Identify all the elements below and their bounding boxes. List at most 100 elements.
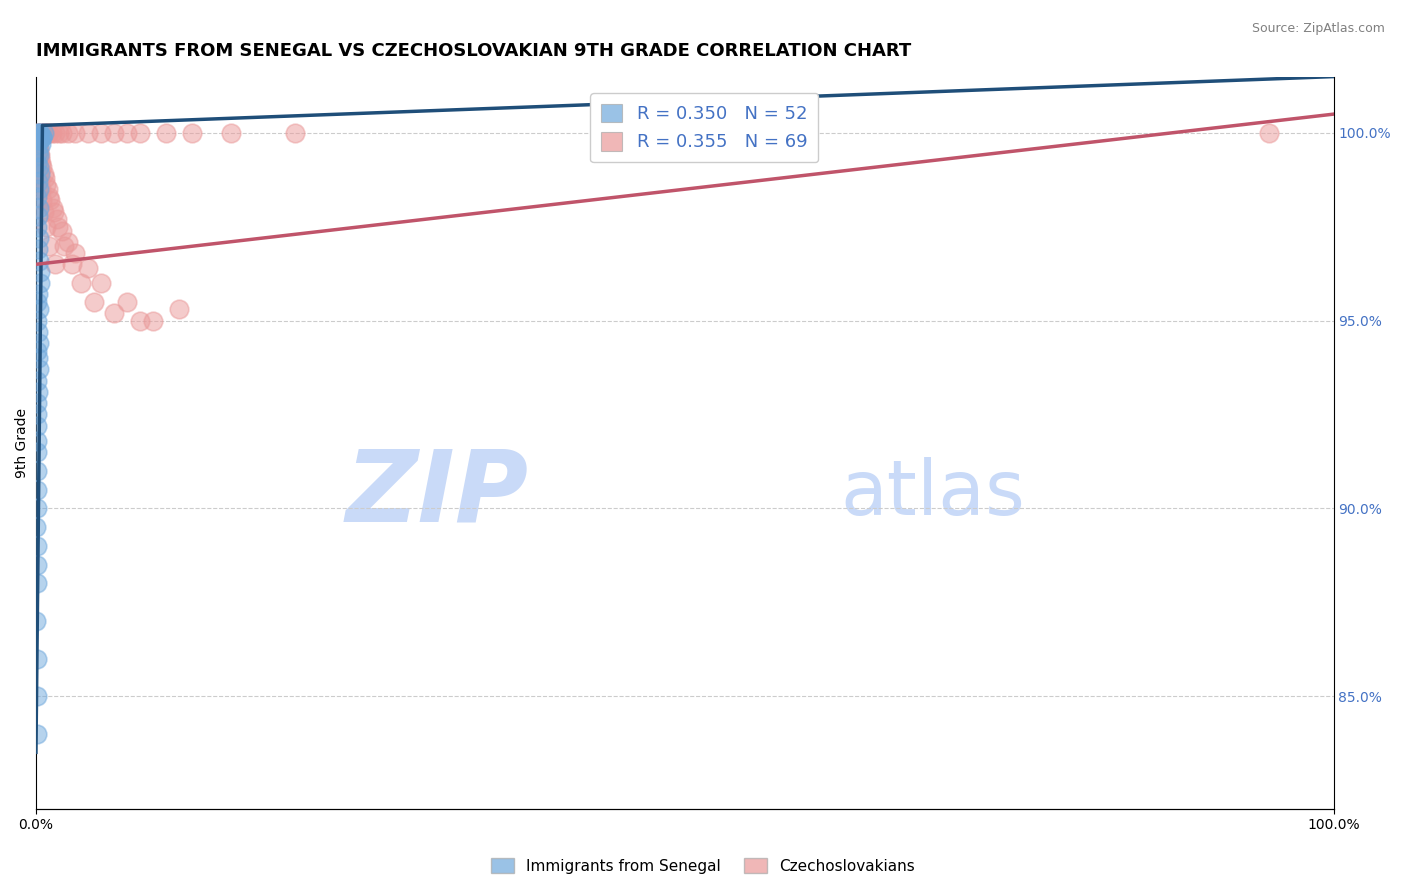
Text: ZIP: ZIP [346,445,529,542]
Point [27,287,49,301]
Point [30,156,52,170]
Point [37,126,59,140]
Point [25,464,48,478]
Point [51,223,73,237]
Point [27,336,49,351]
Point [27,175,49,189]
Point [27,201,49,215]
Point [44,126,66,140]
Point [58,235,80,249]
Point [25,294,48,309]
Point [25,539,48,553]
Point [28,265,51,279]
Point [41,126,63,140]
Point [25,133,48,147]
Point [27,141,49,155]
Point [28,126,51,140]
Point [90,126,112,140]
Point [27,302,49,317]
Point [30,152,52,166]
Point [27,126,49,140]
Point [83,294,105,309]
Point [70,276,93,290]
Point [42,204,65,219]
Text: atlas: atlas [841,457,1025,531]
Point [25,396,48,410]
Point [48,126,70,140]
Point [28,145,51,159]
Point [90,276,112,290]
Point [28,163,51,178]
Point [25,520,48,534]
Point [25,614,48,628]
Point [25,374,48,388]
Point [38,238,60,252]
Point [25,445,48,459]
Point [115,294,138,309]
Point [103,306,125,320]
Point [35,126,58,140]
Point [30,171,52,186]
Point [27,242,49,256]
Point [27,126,49,140]
Point [27,141,49,155]
Point [32,126,55,140]
Point [180,126,202,140]
Point [28,167,51,181]
Point [25,483,48,497]
Point [34,171,56,186]
Point [31,160,53,174]
Point [38,126,60,140]
Point [35,219,58,234]
Point [63,126,86,140]
Text: Source: ZipAtlas.com: Source: ZipAtlas.com [1251,22,1385,36]
Point [27,362,49,376]
Point [63,246,86,260]
Point [28,182,51,196]
Point [25,501,48,516]
Point [103,126,125,140]
Point [28,253,51,268]
Point [25,418,48,433]
Point [128,313,150,327]
Point [31,194,53,208]
Point [25,408,48,422]
Point [28,148,51,162]
Point [25,219,48,234]
Point [27,325,49,339]
Point [32,126,55,140]
Point [115,126,138,140]
Point [30,126,52,140]
Point [25,576,48,591]
Point [155,126,177,140]
Point [37,182,59,196]
Point [58,126,80,140]
Point [44,257,66,271]
Point [27,231,49,245]
Point [167,302,190,317]
Point [27,351,49,366]
Point [31,129,53,144]
Point [25,434,48,448]
Point [30,182,52,196]
Point [25,190,48,204]
Point [25,558,48,572]
Point [28,148,51,162]
Legend: Immigrants from Senegal, Czechoslovakians: Immigrants from Senegal, Czechoslovakian… [485,852,921,880]
Y-axis label: 9th Grade: 9th Grade [15,408,30,477]
Point [27,384,49,399]
Point [27,133,49,147]
Point [31,129,53,144]
Point [1257,126,1279,140]
Point [25,156,48,170]
Point [39,194,62,208]
Point [32,167,55,181]
Point [32,204,55,219]
Point [31,126,53,140]
Point [76,126,98,140]
Point [28,156,51,170]
Point [45,212,67,227]
Point [219,126,242,140]
Point [25,343,48,358]
Point [35,178,58,193]
